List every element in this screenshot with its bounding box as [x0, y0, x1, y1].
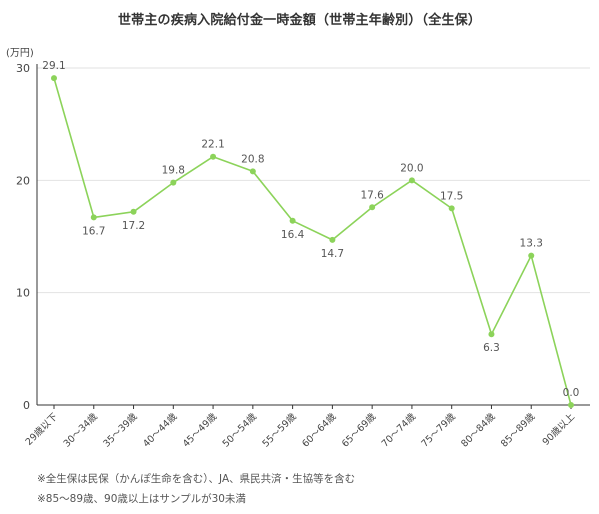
y-tick-label: 20 [16, 174, 30, 187]
data-label: 6.3 [483, 342, 500, 354]
x-tick-label: 40〜44歳 [140, 410, 179, 449]
data-point [90, 214, 97, 221]
y-tick-label: 10 [16, 287, 30, 300]
axes [36, 64, 590, 409]
data-label: 16.7 [82, 225, 105, 237]
series-line-layer [53, 77, 572, 406]
x-tick-label: 80〜84歳 [459, 410, 498, 449]
data-point [210, 153, 217, 160]
x-tick-label: 29歳以下 [23, 411, 60, 448]
footnote-1: ※全生保は民保（かんぽ生命を含む）、JA、県民共済・生協等を含む [37, 473, 356, 485]
x-axis-tick-labels: 29歳以下 30〜34歳 35〜39歳 40〜44歳 45〜49歳 50〜54歳 55〜59… [23, 410, 578, 449]
x-tick-label: 85〜89歳 [498, 410, 537, 449]
x-tick-label: 35〜39歳 [101, 410, 140, 449]
data-label: 19.8 [162, 165, 185, 177]
data-point [568, 402, 574, 408]
data-point [51, 75, 57, 82]
data-label: 0.0 [563, 387, 580, 399]
data-point [488, 331, 495, 338]
footnotes: ※全生保は民保（かんぽ生命を含む）、JA、県民共済・生協等を含む ※85〜89歳… [37, 469, 355, 509]
y-axis-tick-labels: 0 10 20 30 [16, 62, 30, 412]
chart-title: 世帯主の疾病入院給付金一時金額（世帯主年齢別）（全生保） [117, 13, 482, 28]
data-label: 14.7 [321, 248, 344, 260]
x-tick-label: 60〜64歳 [299, 410, 338, 449]
y-tick-label: 30 [16, 62, 30, 75]
x-tick-label: 45〜49歳 [180, 410, 219, 449]
data-point [369, 204, 376, 211]
x-tick-label: 50〜54歳 [220, 410, 259, 449]
data-point [329, 236, 336, 243]
x-tick-label: 30〜34歳 [61, 410, 100, 449]
x-tick-label: 65〜69歳 [339, 410, 378, 449]
data-label: 29.1 [42, 60, 65, 72]
gridlines [37, 67, 590, 294]
data-point [528, 252, 535, 259]
data-label: 17.2 [122, 220, 145, 232]
data-point [249, 168, 256, 175]
data-label: 17.6 [360, 189, 384, 201]
footnote-2: ※85〜89歳、90歳以上はサンプルが30未満 [37, 493, 246, 505]
series-line [53, 77, 572, 406]
data-point [408, 177, 415, 184]
data-label: 20.0 [400, 162, 423, 174]
x-tick-label: 70〜74歳 [379, 410, 418, 449]
data-labels: 29.1 16.7 17.2 19.8 22.1 20.8 16.4 14.7 17.6 20.0… [42, 60, 579, 399]
y-tick-label: 0 [23, 399, 30, 412]
data-label: 13.3 [520, 238, 543, 250]
data-label: 16.4 [281, 229, 305, 241]
x-tick-label: 90歳以上 [540, 410, 578, 448]
data-point [170, 179, 177, 186]
data-label: 17.5 [440, 190, 463, 202]
data-point [289, 217, 296, 224]
data-label: 22.1 [201, 139, 224, 151]
x-tick-label: 55〜59歳 [260, 410, 299, 449]
x-tick-label: 75〜79歳 [419, 410, 458, 449]
data-point [130, 208, 137, 215]
data-point [448, 205, 455, 212]
y-axis-unit-label: (万円) [6, 48, 34, 59]
data-points [51, 75, 574, 408]
data-label: 20.8 [241, 153, 264, 165]
